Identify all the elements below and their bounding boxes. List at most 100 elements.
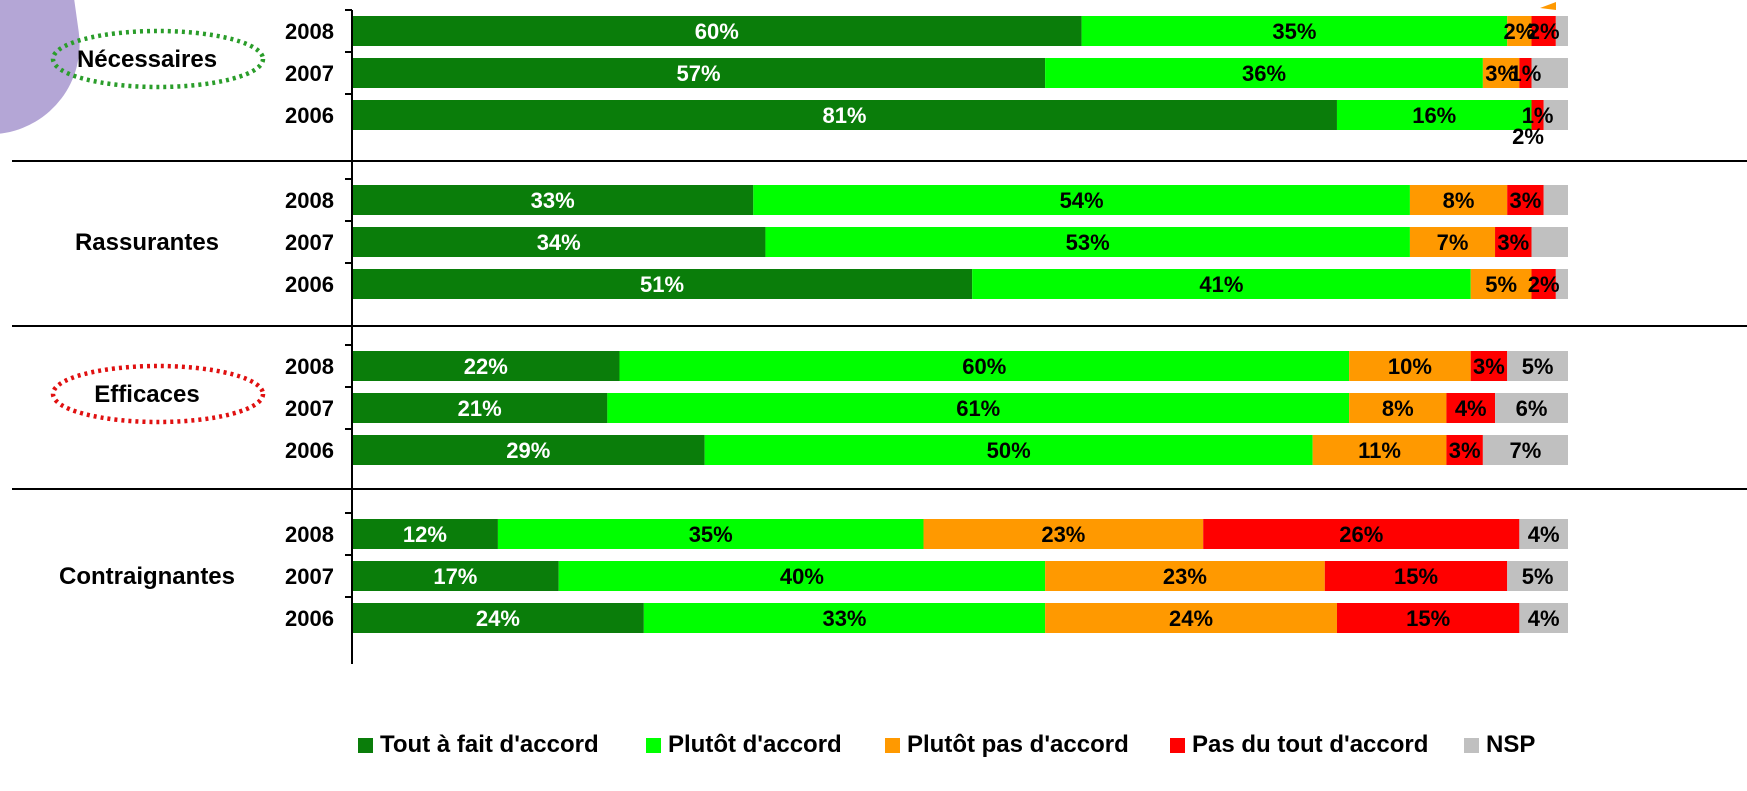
data-label: 29% (506, 438, 550, 463)
data-label: 24% (1169, 606, 1213, 631)
data-label: 60% (962, 354, 1006, 379)
data-label: 60% (695, 19, 739, 44)
data-label: 16% (1412, 103, 1456, 128)
data-label: 54% (1060, 188, 1104, 213)
group-label-contraignantes: Contraignantes (59, 563, 235, 590)
bar-segment-pas-du-tout (1446, 393, 1496, 423)
data-label: 50% (987, 438, 1031, 463)
bar-segment-plutot-pas (1045, 561, 1325, 591)
data-label: 53% (1066, 230, 1110, 255)
legend-swatch-plutot-pas (885, 738, 900, 753)
data-label: 23% (1163, 564, 1207, 589)
bar-segment-tout-a-fait (352, 16, 1082, 46)
bar-segment-pas-du-tout (1336, 603, 1520, 633)
bar-segment-plutot (704, 435, 1313, 465)
data-label: 40% (780, 564, 824, 589)
data-label: 61% (956, 396, 1000, 421)
data-label: 5% (1522, 354, 1554, 379)
year-label: 2007 (285, 61, 334, 86)
group-label-rassurantes: Rassurantes (75, 229, 219, 256)
bar-segment-nsp (1555, 269, 1568, 299)
bar-segment-plutot-pas (1482, 58, 1520, 88)
data-label: 3% (1497, 230, 1529, 255)
data-label: 4% (1528, 606, 1560, 631)
bar-segment-tout-a-fait (352, 269, 973, 299)
bar-segment-tout-a-fait (352, 100, 1337, 130)
bar-segment-pas-du-tout (1507, 185, 1544, 215)
data-label: 57% (677, 61, 721, 86)
bar-segment-nsp (1482, 435, 1568, 465)
bar-segment-tout-a-fait (352, 185, 754, 215)
bar-segment-plutot-pas (1349, 351, 1471, 381)
year-label: 2008 (285, 188, 334, 213)
data-label: 8% (1382, 396, 1414, 421)
year-label: 2008 (285, 354, 334, 379)
data-label: 51% (640, 272, 684, 297)
year-label: 2006 (285, 103, 334, 128)
data-label: 17% (433, 564, 477, 589)
data-label: 5% (1522, 564, 1554, 589)
data-label: 1% (1510, 61, 1542, 86)
bar-segment-tout-a-fait (352, 58, 1046, 88)
bar-segment-nsp (1531, 58, 1568, 88)
bar-segment-tout-a-fait (352, 603, 644, 633)
bars-layer (352, 16, 1568, 633)
data-label: 15% (1394, 564, 1438, 589)
bar-segment-tout-a-fait (352, 519, 498, 549)
bar-segment-tout-a-fait (352, 351, 620, 381)
data-label: 81% (822, 103, 866, 128)
bar-segment-nsp (1555, 16, 1568, 46)
bar-segment-plutot-pas (1507, 16, 1532, 46)
data-label: 6% (1516, 396, 1548, 421)
legend-label: Pas du tout d'accord (1192, 731, 1428, 758)
data-label: 3% (1473, 354, 1505, 379)
data-label: 2% (1528, 19, 1560, 44)
bar-segment-tout-a-fait (352, 561, 559, 591)
legend-label: Plutôt d'accord (668, 731, 842, 758)
bar-segment-plutot (497, 519, 924, 549)
data-label: 35% (689, 522, 733, 547)
data-label: 8% (1443, 188, 1475, 213)
efficaces-highlight-ring (50, 363, 266, 425)
year-label: 2008 (285, 522, 334, 547)
data-label: 26% (1339, 522, 1383, 547)
bar-segment-plutot-pas (1409, 185, 1508, 215)
bar-segment-nsp (1507, 561, 1568, 591)
data-label: 7% (1510, 438, 1542, 463)
data-label: 21% (458, 396, 502, 421)
axis-layer (12, 9, 1747, 664)
bar-segment-nsp (1519, 603, 1568, 633)
data-label: 4% (1455, 396, 1487, 421)
bar-segment-plutot (1081, 16, 1508, 46)
year-label: 2006 (285, 438, 334, 463)
bar-segment-pas-du-tout (1470, 351, 1508, 381)
bar-segment-plutot-pas (1312, 435, 1447, 465)
data-label: 23% (1041, 522, 1085, 547)
bar-segment-pas-du-tout (1446, 435, 1483, 465)
year-label: 2006 (285, 606, 334, 631)
data-label: 2% (1528, 272, 1560, 297)
data-label: 12% (403, 522, 447, 547)
bar-segment-plutot-pas (923, 519, 1204, 549)
data-label: 33% (531, 188, 575, 213)
data-label: 5% (1485, 272, 1517, 297)
year-label: 2007 (285, 230, 334, 255)
data-label: 33% (822, 606, 866, 631)
data-label: 15% (1406, 606, 1450, 631)
bar-segment-pas-du-tout (1531, 16, 1556, 46)
legend-swatch-tout-a-fait (358, 738, 373, 753)
bar-segment-plutot (607, 393, 1350, 423)
data-label: 10% (1388, 354, 1432, 379)
group-label-efficaces: Efficaces (94, 381, 199, 408)
data-label: 35% (1272, 19, 1316, 44)
group-label-necessaires: Nécessaires (77, 46, 217, 73)
necessaires-highlight-ring (50, 28, 266, 90)
data-label: 34% (537, 230, 581, 255)
legend-swatch-nsp (1464, 738, 1479, 753)
legend-label: NSP (1486, 731, 1535, 758)
year-label: 2008 (285, 19, 334, 44)
bar-segment-pas-du-tout (1203, 519, 1520, 549)
data-label: 36% (1242, 61, 1286, 86)
year-label: 2007 (285, 396, 334, 421)
